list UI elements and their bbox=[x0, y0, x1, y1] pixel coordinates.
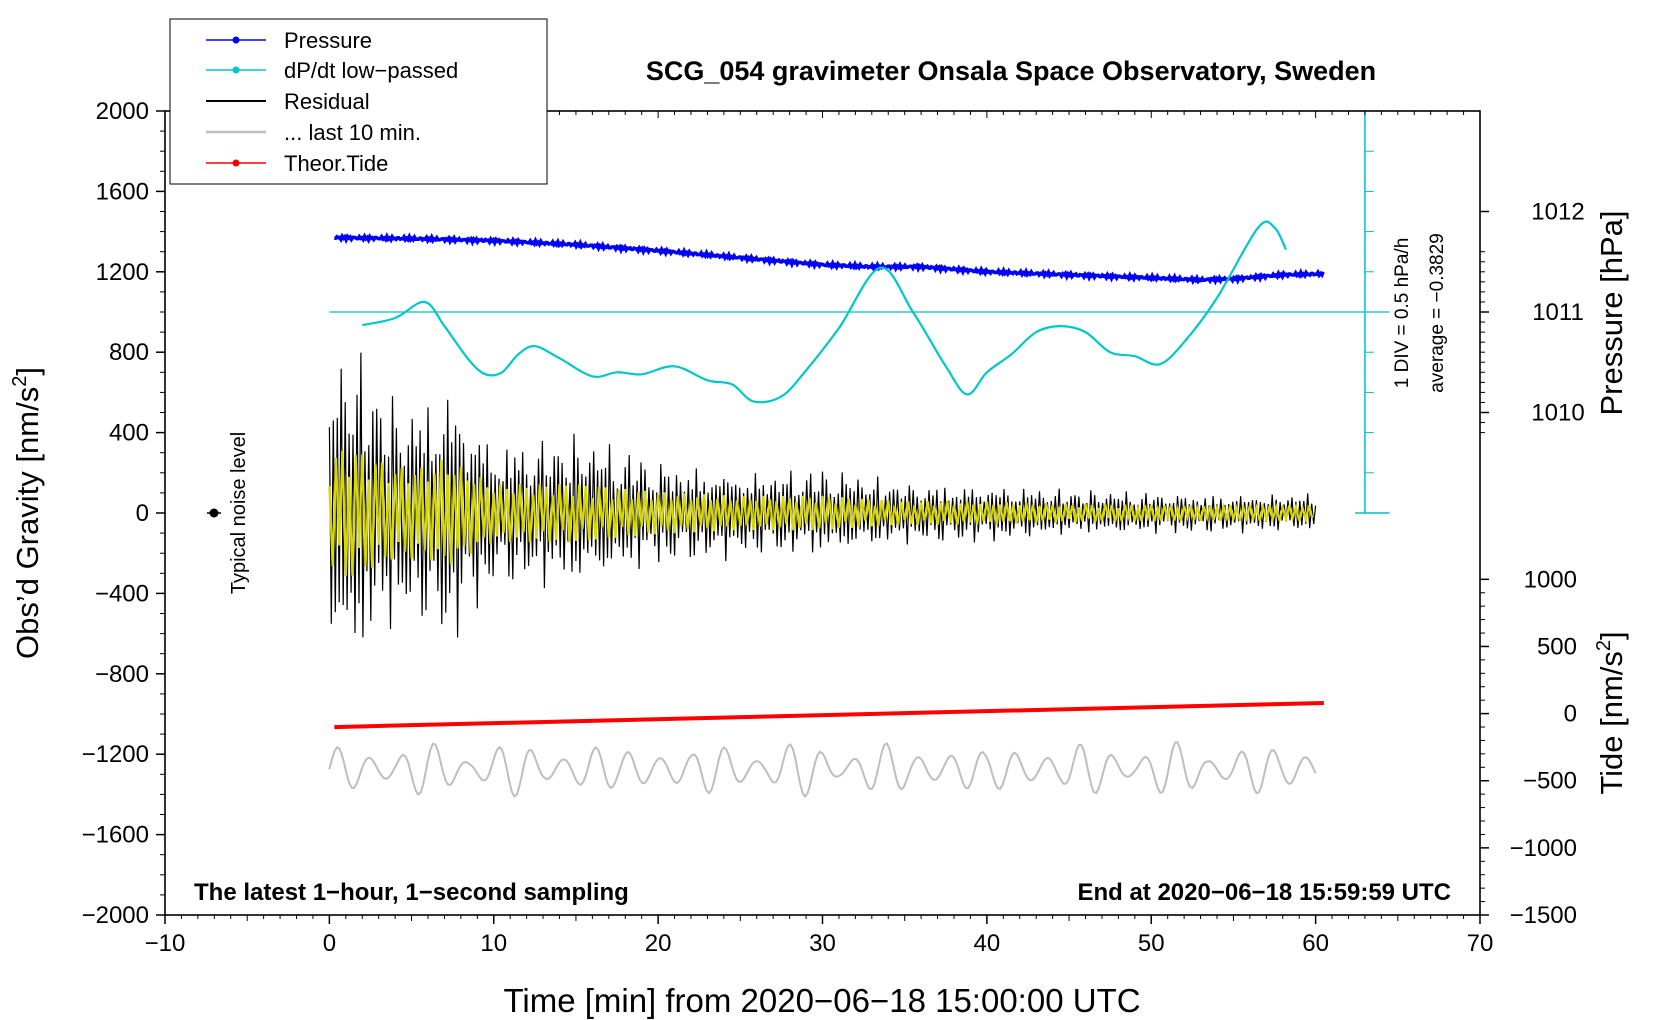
series-tide-line bbox=[334, 700, 1324, 730]
legend-label-dpdt: dP/dt low−passed bbox=[284, 58, 458, 83]
series-residual-filtered-line bbox=[328, 450, 1314, 577]
x-tick-label: 20 bbox=[645, 930, 672, 957]
series-layer bbox=[328, 110, 1390, 799]
y-left-tick-label: 0 bbox=[136, 500, 149, 527]
x-tick-label: −10 bbox=[145, 930, 186, 957]
x-tick-label: 30 bbox=[809, 930, 836, 957]
tide-tick-label: 500 bbox=[1537, 633, 1577, 660]
legend: Pressure dP/dt low−passed Residual ... l… bbox=[169, 18, 548, 185]
y-left-tick-label: −1200 bbox=[82, 741, 149, 768]
footer-left-note: The latest 1−hour, 1−second sampling bbox=[194, 879, 629, 906]
y-left-tick-label: 1600 bbox=[96, 178, 149, 205]
legend-label-residual: Residual bbox=[284, 89, 370, 114]
y-left-tick-label: −1600 bbox=[82, 822, 149, 849]
x-tick-label: 0 bbox=[323, 930, 336, 957]
pressure-tick-label: 1010 bbox=[1531, 400, 1584, 427]
series-last10-line bbox=[328, 741, 1317, 799]
y-left-tick-label: −2000 bbox=[82, 902, 149, 929]
dpdt-scale-label: 1 DIV = 0.5 hPa/h bbox=[1392, 238, 1413, 389]
axes-layer: −10 0 10 20 30 40 50 60 70 2000 1600 1200 800 400 0 −40… bbox=[82, 98, 1585, 957]
y-left-tick-label: 800 bbox=[109, 339, 149, 366]
x-tick-label: 70 bbox=[1467, 930, 1494, 957]
y-left-tick-label: 2000 bbox=[96, 98, 149, 125]
y-left-tick-label: 400 bbox=[109, 420, 149, 447]
y-left-tick-label: −400 bbox=[95, 580, 149, 607]
y-axis-label-tide: Tide [nm/s2] bbox=[1593, 631, 1629, 794]
pressure-tick-label: 1011 bbox=[1532, 299, 1584, 326]
pressure-tick-label: 1012 bbox=[1531, 199, 1584, 226]
dpdt-average-label: average = −0.3829 bbox=[1427, 233, 1448, 393]
noise-level-label: Typical noise level bbox=[228, 432, 250, 594]
tide-tick-label: −1000 bbox=[1510, 835, 1577, 862]
tide-tick-label: 1000 bbox=[1524, 566, 1577, 593]
tide-tick-label: −1500 bbox=[1510, 902, 1577, 929]
legend-item-pressure: Pressure bbox=[206, 28, 372, 53]
series-residual-line bbox=[328, 352, 1317, 638]
legend-label-last10: ... last 10 min. bbox=[284, 120, 421, 145]
series-dpdt-line bbox=[362, 220, 1287, 404]
legend-item-residual: Residual bbox=[206, 89, 370, 114]
chart-title: SCG_054 gravimeter Onsala Space Observat… bbox=[646, 56, 1376, 86]
y-axis-label-gravity: Obs’d Gravity [nm/s2] bbox=[9, 367, 45, 659]
tide-tick-label: 0 bbox=[1564, 701, 1577, 728]
y-left-tick-label: 1200 bbox=[96, 259, 149, 286]
legend-item-tide: Theor.Tide bbox=[206, 151, 388, 176]
x-tick-label: 40 bbox=[974, 930, 1001, 957]
x-tick-label: 10 bbox=[480, 930, 507, 957]
y-left-tick-label: −800 bbox=[95, 661, 149, 688]
x-tick-label: 60 bbox=[1302, 930, 1329, 957]
legend-label-pressure: Pressure bbox=[284, 28, 372, 53]
x-tick-label: 50 bbox=[1138, 930, 1165, 957]
series-pressure-line bbox=[334, 232, 1325, 286]
y-axis-label-pressure: Pressure [hPa] bbox=[1594, 210, 1629, 415]
legend-item-last10: ... last 10 min. bbox=[206, 120, 421, 145]
legend-label-tide: Theor.Tide bbox=[284, 151, 388, 176]
x-axis-label: Time [min] from 2020−06−18 15:00:00 UTC bbox=[503, 982, 1140, 1019]
tide-tick-label: −500 bbox=[1523, 768, 1577, 795]
footer-right-note: End at 2020−06−18 15:59:59 UTC bbox=[1077, 879, 1451, 906]
legend-item-dpdt: dP/dt low−passed bbox=[206, 58, 458, 83]
